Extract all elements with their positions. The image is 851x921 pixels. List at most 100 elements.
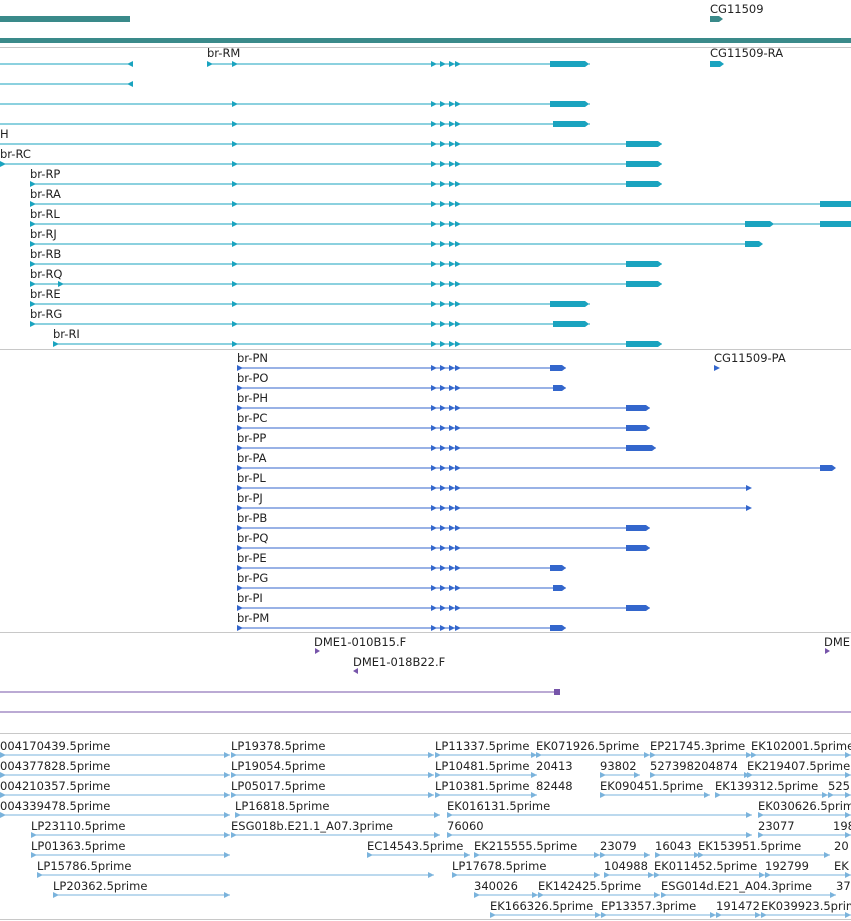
est-marker[interactable] xyxy=(661,892,667,898)
transcript-label[interactable]: br-RL xyxy=(30,207,60,221)
transcript-label[interactable]: br-RB xyxy=(30,247,62,261)
exon-marker[interactable] xyxy=(449,161,455,167)
exon-marker[interactable] xyxy=(440,385,446,391)
exon-marker[interactable] xyxy=(232,201,238,207)
est-end-marker[interactable] xyxy=(595,912,601,918)
exon-marker[interactable] xyxy=(449,181,455,187)
utr-block[interactable] xyxy=(626,281,658,287)
utr-arrow[interactable] xyxy=(658,161,662,167)
est-end-marker[interactable] xyxy=(224,792,230,798)
exon-marker[interactable] xyxy=(440,445,446,451)
est-end-marker[interactable] xyxy=(224,852,230,858)
utr-arrow[interactable] xyxy=(759,241,763,247)
est-end-marker[interactable] xyxy=(224,832,230,838)
est-end-marker[interactable] xyxy=(755,912,761,918)
exon-marker[interactable] xyxy=(431,241,437,247)
protein-label[interactable]: br-PB xyxy=(237,511,268,525)
est-marker[interactable] xyxy=(37,872,43,878)
exon-marker[interactable] xyxy=(449,465,455,471)
clone-label[interactable]: DME1-010B15.F xyxy=(314,635,407,649)
est-marker[interactable] xyxy=(758,832,764,838)
est-end-marker[interactable] xyxy=(224,892,230,898)
transcript-label[interactable]: br-RA xyxy=(30,187,61,201)
exon-marker[interactable] xyxy=(455,625,461,631)
protein-start-marker[interactable] xyxy=(237,405,243,411)
clone-label[interactable]: DME xyxy=(824,635,851,649)
exon-marker[interactable] xyxy=(455,605,461,611)
gene-label[interactable]: CG11509 xyxy=(710,2,764,16)
exon-marker[interactable] xyxy=(440,161,446,167)
utr-arrow[interactable] xyxy=(585,101,589,107)
est-end-marker[interactable] xyxy=(224,812,230,818)
protein-glyphs[interactable] xyxy=(0,350,851,632)
clone-label[interactable]: DME1-018B22.F xyxy=(353,655,446,669)
exon-marker[interactable] xyxy=(431,341,437,347)
exon-marker[interactable] xyxy=(449,301,455,307)
est-marker[interactable] xyxy=(435,772,441,778)
exon-marker[interactable] xyxy=(440,545,446,551)
exon-marker[interactable] xyxy=(455,545,461,551)
exon-marker[interactable] xyxy=(440,465,446,471)
exon-marker[interactable] xyxy=(440,101,446,107)
est-label[interactable]: ESG014d.E21_A04.3prime xyxy=(661,879,813,893)
utr-block[interactable] xyxy=(820,465,832,471)
est-marker[interactable] xyxy=(747,772,753,778)
est-label[interactable]: EK102001.5prime xyxy=(751,739,851,753)
est-marker[interactable] xyxy=(447,832,453,838)
utr-block[interactable] xyxy=(626,425,646,431)
exon-marker[interactable] xyxy=(431,625,437,631)
est-end-marker[interactable] xyxy=(746,832,752,838)
exon-marker[interactable] xyxy=(232,281,238,287)
est-label[interactable]: LP10381.5prime xyxy=(435,779,530,793)
protein-label[interactable]: br-PO xyxy=(237,371,269,385)
utr-arrow[interactable] xyxy=(562,385,566,391)
utr-arrow[interactable] xyxy=(585,61,589,67)
est-marker[interactable] xyxy=(758,812,764,818)
utr-block[interactable] xyxy=(626,405,646,411)
utr-arrow[interactable] xyxy=(720,61,724,67)
exon-marker[interactable] xyxy=(440,241,446,247)
exon-marker[interactable] xyxy=(232,121,238,127)
utr-arrow[interactable] xyxy=(658,141,662,147)
est-label[interactable]: EK142425.5prime xyxy=(538,879,642,893)
exon-marker[interactable] xyxy=(449,281,455,287)
est-label[interactable]: 192799 xyxy=(765,859,809,873)
transcript-label[interactable]: br-RI xyxy=(53,327,80,341)
exon-marker[interactable] xyxy=(440,261,446,267)
exon-marker[interactable] xyxy=(440,405,446,411)
exon-marker[interactable] xyxy=(232,101,238,107)
transcript-start-marker[interactable] xyxy=(207,61,213,67)
est-marker[interactable] xyxy=(235,812,241,818)
exon-marker[interactable] xyxy=(431,445,437,451)
est-label[interactable]: 004170439.5prime xyxy=(0,739,111,753)
est-label[interactable]: LP16818.5prime xyxy=(235,799,330,813)
protein-label[interactable]: CG11509-PA xyxy=(714,351,786,365)
protein-start-marker[interactable] xyxy=(237,505,243,511)
transcript-label[interactable]: br-RJ xyxy=(30,227,57,241)
exon-marker[interactable] xyxy=(232,61,238,67)
exon-marker[interactable] xyxy=(232,321,238,327)
exon-marker[interactable] xyxy=(449,101,455,107)
transcript-end-marker[interactable] xyxy=(127,61,133,67)
protein-label[interactable]: br-PN xyxy=(237,351,268,365)
transcript-label[interactable]: br-RQ xyxy=(30,267,63,281)
exon-marker[interactable] xyxy=(455,61,461,67)
est-marker[interactable] xyxy=(474,852,480,858)
est-marker[interactable] xyxy=(751,752,757,758)
est-end-marker[interactable] xyxy=(644,852,650,858)
transcript-start-marker[interactable] xyxy=(30,201,36,207)
est-end-marker[interactable] xyxy=(434,812,440,818)
exon-marker[interactable] xyxy=(58,281,64,287)
est-marker[interactable] xyxy=(654,872,660,878)
est-label[interactable]: ESG018b.E21.1_A07.3prime xyxy=(231,819,393,833)
exon-marker[interactable] xyxy=(449,545,455,551)
utr-arrow[interactable] xyxy=(562,585,566,591)
est-label[interactable]: 525 xyxy=(828,779,850,793)
est-label[interactable]: EK153951.5prime xyxy=(698,839,802,853)
exon-marker[interactable] xyxy=(431,161,437,167)
est-marker[interactable] xyxy=(536,752,542,758)
est-end-marker[interactable] xyxy=(531,792,537,798)
utr-block[interactable] xyxy=(745,221,770,227)
transcript-start-marker[interactable] xyxy=(0,161,6,167)
clone-marker[interactable] xyxy=(315,648,320,654)
